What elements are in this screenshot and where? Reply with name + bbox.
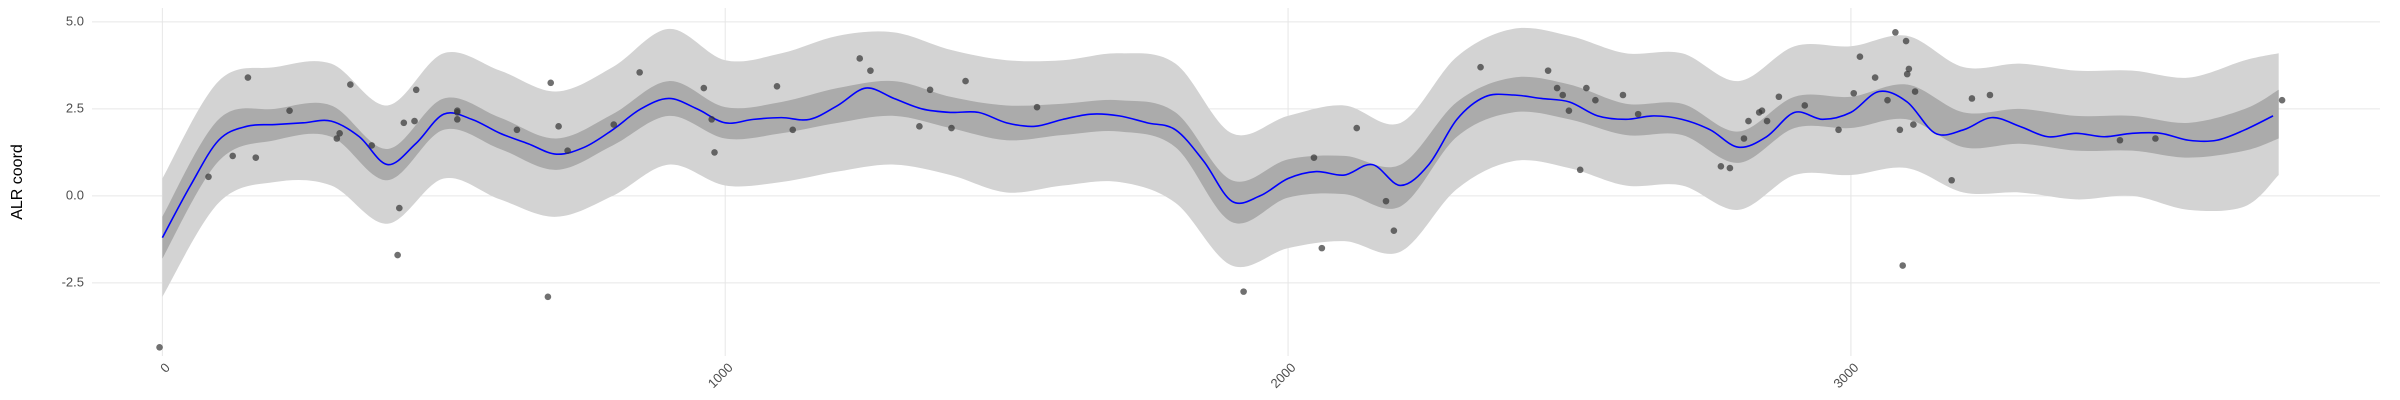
data-point <box>773 83 781 90</box>
data-point <box>856 55 864 62</box>
data-point <box>1565 107 1573 114</box>
data-point <box>1745 117 1752 125</box>
data-point <box>962 77 969 85</box>
confidence-band <box>162 27 2279 297</box>
data-point <box>1634 110 1642 118</box>
data-point <box>1910 121 1917 128</box>
data-point <box>244 74 252 81</box>
x-tick-label: 1000 <box>705 360 736 391</box>
data-point <box>1583 84 1590 92</box>
data-point <box>610 121 618 128</box>
data-point <box>1801 102 1809 109</box>
data-point <box>867 67 874 74</box>
data-point <box>1382 197 1390 205</box>
data-point <box>336 129 343 137</box>
confidence-band <box>162 76 2279 259</box>
data-point <box>916 123 923 130</box>
data-point <box>205 173 212 181</box>
data-point <box>368 142 376 149</box>
y-tick-label: 5.0 <box>66 13 84 28</box>
data-point <box>547 79 555 87</box>
data-point <box>1726 164 1734 172</box>
data-point <box>1310 154 1318 161</box>
data-point <box>513 126 521 134</box>
data-point <box>1576 166 1584 174</box>
data-point <box>411 117 418 125</box>
data-point <box>229 152 237 160</box>
data-point <box>1856 53 1864 61</box>
data-point <box>1850 89 1858 97</box>
data-point <box>555 123 562 130</box>
data-point <box>1619 91 1627 99</box>
data-point <box>1033 103 1041 111</box>
y-tick-label: -2.5 <box>62 274 84 289</box>
data-point <box>1903 70 1911 78</box>
data-point <box>453 116 461 123</box>
data-point <box>1948 176 1955 184</box>
data-point <box>708 116 716 123</box>
data-point <box>1884 96 1891 104</box>
data-point <box>1544 67 1552 74</box>
data-point <box>1390 227 1398 235</box>
data-point <box>1553 84 1561 92</box>
x-tick-label: 0 <box>157 360 173 376</box>
data-point <box>1871 74 1879 81</box>
data-point <box>544 293 552 301</box>
data-point <box>700 84 708 92</box>
data-point <box>412 86 420 94</box>
data-point <box>453 109 461 116</box>
data-point <box>636 69 643 76</box>
data-point <box>347 81 354 88</box>
data-point <box>286 107 293 114</box>
data-point <box>1592 96 1599 104</box>
data-point <box>333 135 341 142</box>
trend-line <box>161 87 2274 239</box>
data-point <box>789 126 797 134</box>
data-point <box>1905 65 1913 73</box>
data-point <box>1318 244 1326 252</box>
data-point <box>2278 96 2286 104</box>
data-point <box>1892 29 1899 36</box>
data-point <box>711 149 718 156</box>
data-point <box>1899 262 1906 269</box>
data-point <box>1717 163 1725 170</box>
data-point <box>1902 37 1910 45</box>
data-point <box>1559 91 1567 99</box>
data-point <box>2152 135 2159 142</box>
x-tick-label: 3000 <box>1830 360 1861 391</box>
data-point <box>396 204 403 212</box>
data-point <box>926 86 934 94</box>
data-point <box>1240 288 1247 295</box>
data-point <box>1775 93 1783 101</box>
data-point <box>1968 95 1976 102</box>
data-point <box>1477 63 1484 71</box>
y-axis-title: ALR coord <box>9 144 26 220</box>
data-point <box>394 251 401 259</box>
x-tick-label: 2000 <box>1268 360 1299 391</box>
data-point <box>1740 135 1748 142</box>
data-point <box>1911 88 1919 95</box>
data-point <box>564 147 571 154</box>
data-point <box>1835 126 1842 134</box>
data-point <box>1353 124 1361 132</box>
data-point <box>948 124 955 132</box>
data-point <box>252 154 260 161</box>
data-point <box>1986 91 1994 99</box>
data-point <box>1896 126 1904 134</box>
data-point <box>1758 107 1766 114</box>
data-point <box>400 119 408 127</box>
data-point <box>156 344 163 351</box>
data-point <box>2116 136 2124 144</box>
y-tick-label: 0.0 <box>66 187 84 202</box>
y-tick-label: 2.5 <box>66 100 84 115</box>
data-point <box>1763 117 1771 125</box>
